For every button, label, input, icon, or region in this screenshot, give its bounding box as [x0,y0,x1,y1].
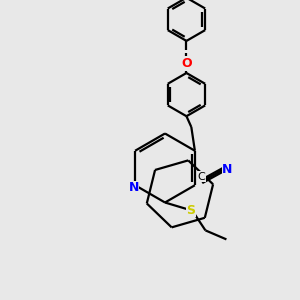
Text: N: N [222,163,233,176]
Text: N: N [128,181,139,194]
Text: C: C [198,172,205,182]
Text: S: S [186,204,195,217]
Text: O: O [181,57,192,70]
